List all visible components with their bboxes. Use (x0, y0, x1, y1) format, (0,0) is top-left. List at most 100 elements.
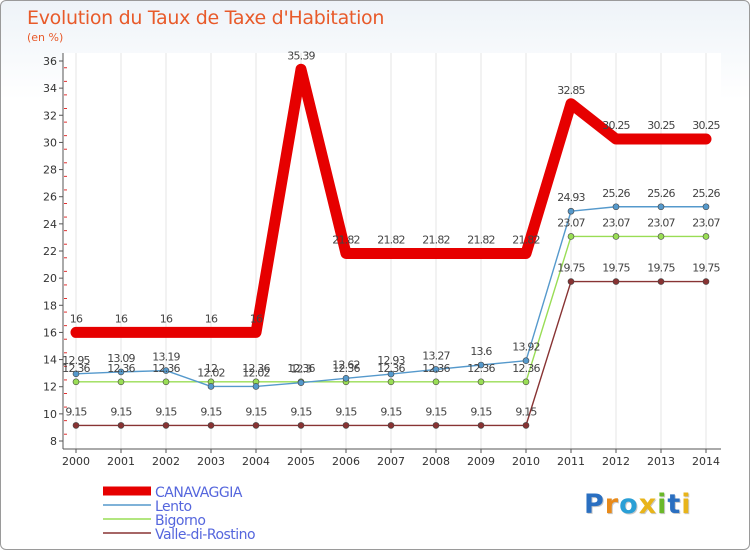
data-point (656, 134, 666, 145)
data-label: 16 (250, 312, 263, 325)
x-tick-label: 2002 (152, 455, 180, 468)
y-tick-label: 16 (43, 326, 57, 339)
y-tick-label: 22 (43, 245, 57, 258)
data-point (477, 378, 485, 386)
data-label: 23.07 (692, 216, 720, 229)
data-point (297, 422, 305, 429)
data-label: 9.15 (515, 405, 537, 418)
data-point (387, 370, 395, 378)
x-tick-label: 2004 (242, 455, 270, 468)
data-label: 12.36 (422, 362, 450, 375)
data-label: 9.15 (290, 405, 312, 418)
data-point (72, 422, 80, 429)
data-point (386, 248, 396, 259)
data-label: 12 (205, 362, 217, 375)
logo-letter: t (667, 489, 682, 520)
x-tick-label: 2008 (422, 455, 450, 468)
y-tick-label: 14 (43, 354, 57, 367)
y-tick-label: 8 (50, 435, 57, 448)
data-label: 12.3 (290, 363, 312, 376)
data-point (432, 366, 440, 373)
y-tick-label: 20 (43, 272, 57, 285)
data-label: 9.15 (65, 405, 87, 418)
legend-label: Bigorno (155, 513, 205, 529)
data-label: 16 (205, 312, 218, 325)
data-label: 12.36 (467, 362, 495, 375)
data-label: 30.25 (647, 119, 675, 132)
x-tick-label: 2005 (287, 455, 315, 468)
x-tick-label: 2001 (107, 455, 135, 468)
data-label: 9.15 (470, 405, 492, 418)
data-point (342, 374, 350, 382)
data-point (162, 378, 170, 386)
data-label: 23.07 (647, 216, 675, 229)
data-label: 12.95 (62, 354, 90, 367)
data-point (252, 422, 260, 429)
y-tick-label: 32 (43, 109, 57, 122)
x-tick-label: 2006 (332, 455, 360, 468)
data-point (432, 378, 440, 386)
data-label: 13.92 (512, 341, 540, 354)
data-point (342, 422, 350, 429)
data-point (117, 422, 125, 429)
data-point (162, 422, 170, 429)
data-point (72, 378, 80, 386)
data-point (476, 248, 486, 259)
data-point (387, 422, 395, 429)
data-label: 30.25 (692, 119, 720, 132)
y-tick-label: 10 (43, 408, 57, 421)
data-label: 9.15 (155, 405, 177, 418)
x-tick-label: 2010 (512, 455, 540, 468)
data-label: 9.15 (245, 405, 267, 418)
data-label: 21.82 (422, 233, 450, 246)
data-label: 9.15 (200, 405, 222, 418)
data-label: 21.82 (332, 233, 360, 246)
x-tick-label: 2007 (377, 455, 405, 468)
data-point (702, 278, 710, 285)
data-point (612, 203, 620, 211)
data-point (431, 248, 441, 259)
data-point (477, 361, 485, 369)
y-tick-label: 18 (43, 299, 57, 312)
data-label: 23.07 (602, 216, 630, 229)
y-tick-label: 36 (43, 55, 57, 68)
data-point (522, 422, 530, 429)
data-label: 12.36 (332, 362, 360, 375)
data-point (567, 233, 575, 240)
y-tick-label: 26 (43, 191, 57, 204)
data-label: 12.02 (242, 366, 270, 379)
x-tick-label: 2000 (62, 455, 90, 468)
logo-letter: P (584, 489, 605, 520)
data-label: 13.19 (152, 351, 180, 364)
logo-letter: o (619, 489, 639, 520)
data-point (566, 98, 576, 109)
logo-letter: i (657, 489, 668, 520)
data-point (522, 357, 530, 364)
data-label: 13.09 (107, 352, 135, 365)
data-label: 25.26 (692, 187, 720, 200)
data-point (117, 368, 125, 376)
data-label: 9.15 (335, 405, 357, 418)
data-point (432, 422, 440, 429)
data-label: 25.26 (602, 187, 630, 200)
data-point (341, 248, 351, 259)
data-label: 30.25 (602, 119, 630, 132)
data-label: 21.82 (512, 233, 540, 246)
data-point (116, 327, 126, 338)
data-label: 13.27 (422, 349, 450, 362)
data-point (297, 379, 305, 386)
data-point (161, 327, 171, 338)
proxiti-logo: Proxiti (584, 489, 692, 520)
data-label: 35.39 (287, 49, 315, 62)
data-point (702, 233, 710, 240)
data-label: 9.15 (425, 405, 447, 418)
legend-label: CANAVAGGIA (155, 485, 243, 501)
data-point (207, 383, 215, 390)
data-label: 9.15 (380, 405, 402, 418)
data-point (657, 233, 665, 240)
y-tick-label: 28 (43, 164, 57, 177)
data-label: 32.85 (557, 84, 585, 97)
data-point (612, 233, 620, 240)
data-label: 12.36 (152, 362, 180, 375)
